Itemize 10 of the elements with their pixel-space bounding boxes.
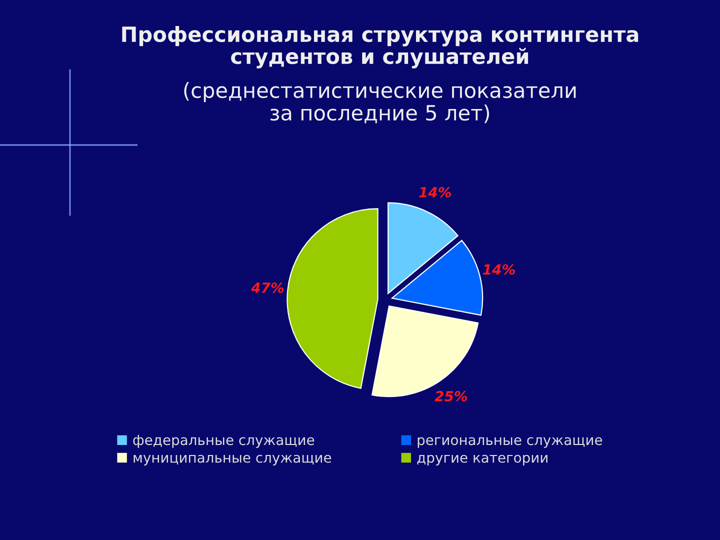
data-label: 25% <box>434 390 468 402</box>
legend-label: федеральные служащие <box>133 434 314 448</box>
legend-label: муниципальные служащие <box>134 454 332 466</box>
legend-label: другие категории <box>417 454 548 466</box>
chart-title: Профессиональная структура контингента студентов и слушателей <box>122 26 638 68</box>
data-label: 14% <box>483 264 515 275</box>
data-label: 14% <box>419 186 451 198</box>
data-label: 47% <box>251 282 284 293</box>
chart-subtitle: (среднестатистические показатели за последние 5 лет) <box>184 82 576 124</box>
legend-label: региональные служащие <box>418 437 602 448</box>
